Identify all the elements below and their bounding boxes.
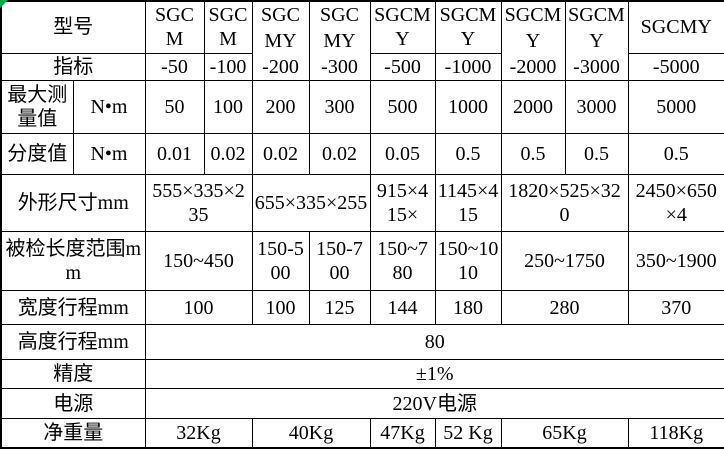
model-code-sgcmy-200: -200 (262, 56, 299, 78)
division-value: 0.5 (627, 133, 724, 175)
length-range-value: 350~1900 (627, 231, 724, 291)
dimensions-value: 915×415× (369, 174, 436, 232)
model-series-sgcm-100: SGCM (203, 0, 253, 54)
row-power: 电源 220V电源 (0, 388, 724, 419)
division-value: 0.05 (369, 133, 436, 175)
corner-label-index: 指标 (0, 52, 146, 82)
row-length-range: 被检长度范围mm 150~450 150-500 150-700 150~780… (0, 231, 724, 291)
net-weight-value: 40Kg (251, 418, 371, 448)
net-weight-value: 118Kg (627, 418, 724, 448)
corner-label-model: 型号 (0, 0, 146, 54)
unit-division: N•m (72, 133, 146, 175)
net-weight-value: 52 Kg (434, 418, 502, 448)
model-code-sgcmy-2000: -2000 (509, 56, 557, 78)
division-value: 0.5 (564, 133, 629, 175)
width-travel-value: 125 (308, 290, 371, 325)
row-label-net-weight: 净重量 (0, 418, 146, 448)
length-range-value: 150-700 (308, 231, 371, 291)
max-measure-value: 1000 (434, 80, 502, 134)
max-measure-value: 100 (203, 80, 253, 134)
width-travel-value: 180 (434, 290, 502, 325)
model-header-sgcmy-300: SGCMY -300 (308, 0, 371, 81)
model-code-sgcm-100: -100 (203, 52, 253, 82)
model-series-sgcmy-3000: SGCMY (568, 4, 625, 52)
division-value: 0.5 (434, 133, 502, 175)
green-corner-artifact (0, 0, 8, 8)
division-value: 0.01 (144, 133, 205, 175)
model-series-sgcm-50: SGCM (144, 0, 205, 54)
dimensions-value: 1145×415 (434, 174, 502, 232)
length-range-value: 150~1010 (434, 231, 502, 291)
row-label-division: 分度值 (0, 133, 74, 175)
model-code-sgcmy-300: -300 (321, 56, 358, 78)
division-value: 0.02 (251, 133, 310, 175)
header-row-codes: 指标 -50 -100 -500 -1000 -5000 (0, 52, 724, 82)
model-series-sgcmy-300: SGCMY (320, 4, 359, 52)
row-dimensions: 外形尺寸mm 555×335×235 655×335×255 915×415× … (0, 174, 724, 232)
model-code-sgcmy-3000: -3000 (573, 56, 620, 78)
model-header-sgcmy-200: SGCMY -200 (251, 0, 310, 81)
row-height-travel: 高度行程mm 80 (0, 324, 724, 360)
max-measure-value: 500 (369, 80, 436, 134)
division-value: 0.5 (500, 133, 566, 175)
row-label-height-travel: 高度行程mm (0, 324, 146, 360)
row-label-max-measure: 最大测量值 (0, 80, 74, 134)
row-division: 分度值 N•m 0.01 0.02 0.02 0.02 0.05 0.5 0.5… (0, 133, 724, 175)
height-travel-value: 80 (144, 324, 724, 360)
model-series-sgcmy-5000: SGCMY (627, 0, 724, 54)
dimensions-value: 655×335×255 (251, 174, 371, 232)
row-width-travel: 宽度行程mm 100 100 125 144 180 280 370 (0, 290, 724, 325)
model-code-sgcmy-1000: -1000 (434, 52, 502, 82)
max-measure-value: 50 (144, 80, 205, 134)
length-range-value: 150~780 (369, 231, 436, 291)
model-code-sgcm-50: -50 (144, 52, 205, 82)
width-travel-value: 100 (144, 290, 253, 325)
max-measure-value: 2000 (500, 80, 566, 134)
dimensions-value: 555×335×235 (144, 174, 253, 232)
row-label-width-travel: 宽度行程mm (0, 290, 146, 325)
model-series-sgcmy-200: SGCMY (261, 4, 300, 52)
model-code-sgcmy-5000: -5000 (627, 52, 724, 82)
division-value: 0.02 (203, 133, 253, 175)
width-travel-value: 280 (500, 290, 629, 325)
net-weight-value: 32Kg (144, 418, 253, 448)
model-header-sgcmy-3000: SGCMY -3000 (564, 0, 629, 81)
row-label-length-range: 被检长度范围mm (0, 231, 146, 291)
model-series-sgcmy-1000: SGCMY (434, 0, 502, 54)
max-measure-value: 3000 (564, 80, 629, 134)
length-range-value: 150~450 (144, 231, 253, 291)
dimensions-value: 2450×650×4 (627, 174, 724, 232)
max-measure-value: 200 (251, 80, 310, 134)
length-range-value: 150-500 (251, 231, 310, 291)
model-code-sgcmy-500: -500 (369, 52, 436, 82)
row-label-dimensions: 外形尺寸mm (0, 174, 146, 232)
net-weight-value: 65Kg (500, 418, 629, 448)
row-max-measure: 最大测量值 N•m 50 100 200 300 500 1000 2000 3… (0, 80, 724, 134)
max-measure-value: 5000 (627, 80, 724, 134)
model-header-sgcmy-2000: SGCMY -2000 (500, 0, 566, 81)
header-row-series: 型号 SGCM SGCM SGCMY -200 SGCMY -300 SGCMY… (0, 0, 724, 81)
max-measure-value: 300 (308, 80, 371, 134)
unit-max-measure: N•m (72, 80, 146, 134)
width-travel-value: 370 (627, 290, 724, 325)
power-value: 220V电源 (144, 388, 724, 419)
net-weight-value: 47Kg (369, 418, 436, 448)
accuracy-value: ±1% (144, 359, 724, 389)
row-label-power: 电源 (0, 388, 146, 419)
division-value: 0.02 (308, 133, 371, 175)
width-travel-value: 100 (251, 290, 310, 325)
row-label-accuracy: 精度 (0, 359, 146, 389)
row-net-weight: 净重量 32Kg 40Kg 47Kg 52 Kg 65Kg 118Kg (0, 418, 724, 448)
row-accuracy: 精度 ±1% (0, 359, 724, 389)
model-series-sgcmy-2000: SGCMY (504, 4, 562, 52)
width-travel-value: 144 (369, 290, 436, 325)
length-range-value: 250~1750 (500, 231, 629, 291)
model-series-sgcmy-500: SGCMY (369, 0, 436, 54)
dimensions-value: 1820×525×320 (500, 174, 629, 232)
